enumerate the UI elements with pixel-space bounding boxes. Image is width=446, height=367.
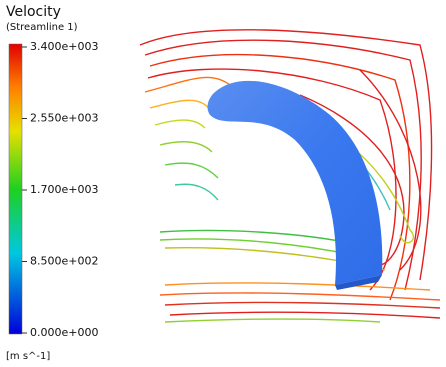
colorbar-label: 2.550e+003	[30, 112, 98, 125]
colorbar-label: 0.000e+000	[30, 326, 98, 339]
legend-subtitle: (Streamline 1)	[6, 22, 78, 33]
screenshot: Velocity (Streamline 1) 3.400e+003 2.550e…	[0, 0, 446, 367]
colorbar	[9, 44, 22, 334]
colorbar-label: 1.700e+003	[30, 183, 98, 196]
streamlines	[140, 30, 440, 322]
legend-title: Velocity	[6, 4, 61, 20]
colorbar-label: 3.400e+003	[30, 40, 98, 53]
colorbar-ticks: 3.400e+003 2.550e+003 1.700e+003 8.500e+002…	[22, 40, 98, 339]
legend-unit: [m s^-1]	[6, 351, 50, 362]
colorbar-label: 8.500e+002	[30, 255, 98, 268]
